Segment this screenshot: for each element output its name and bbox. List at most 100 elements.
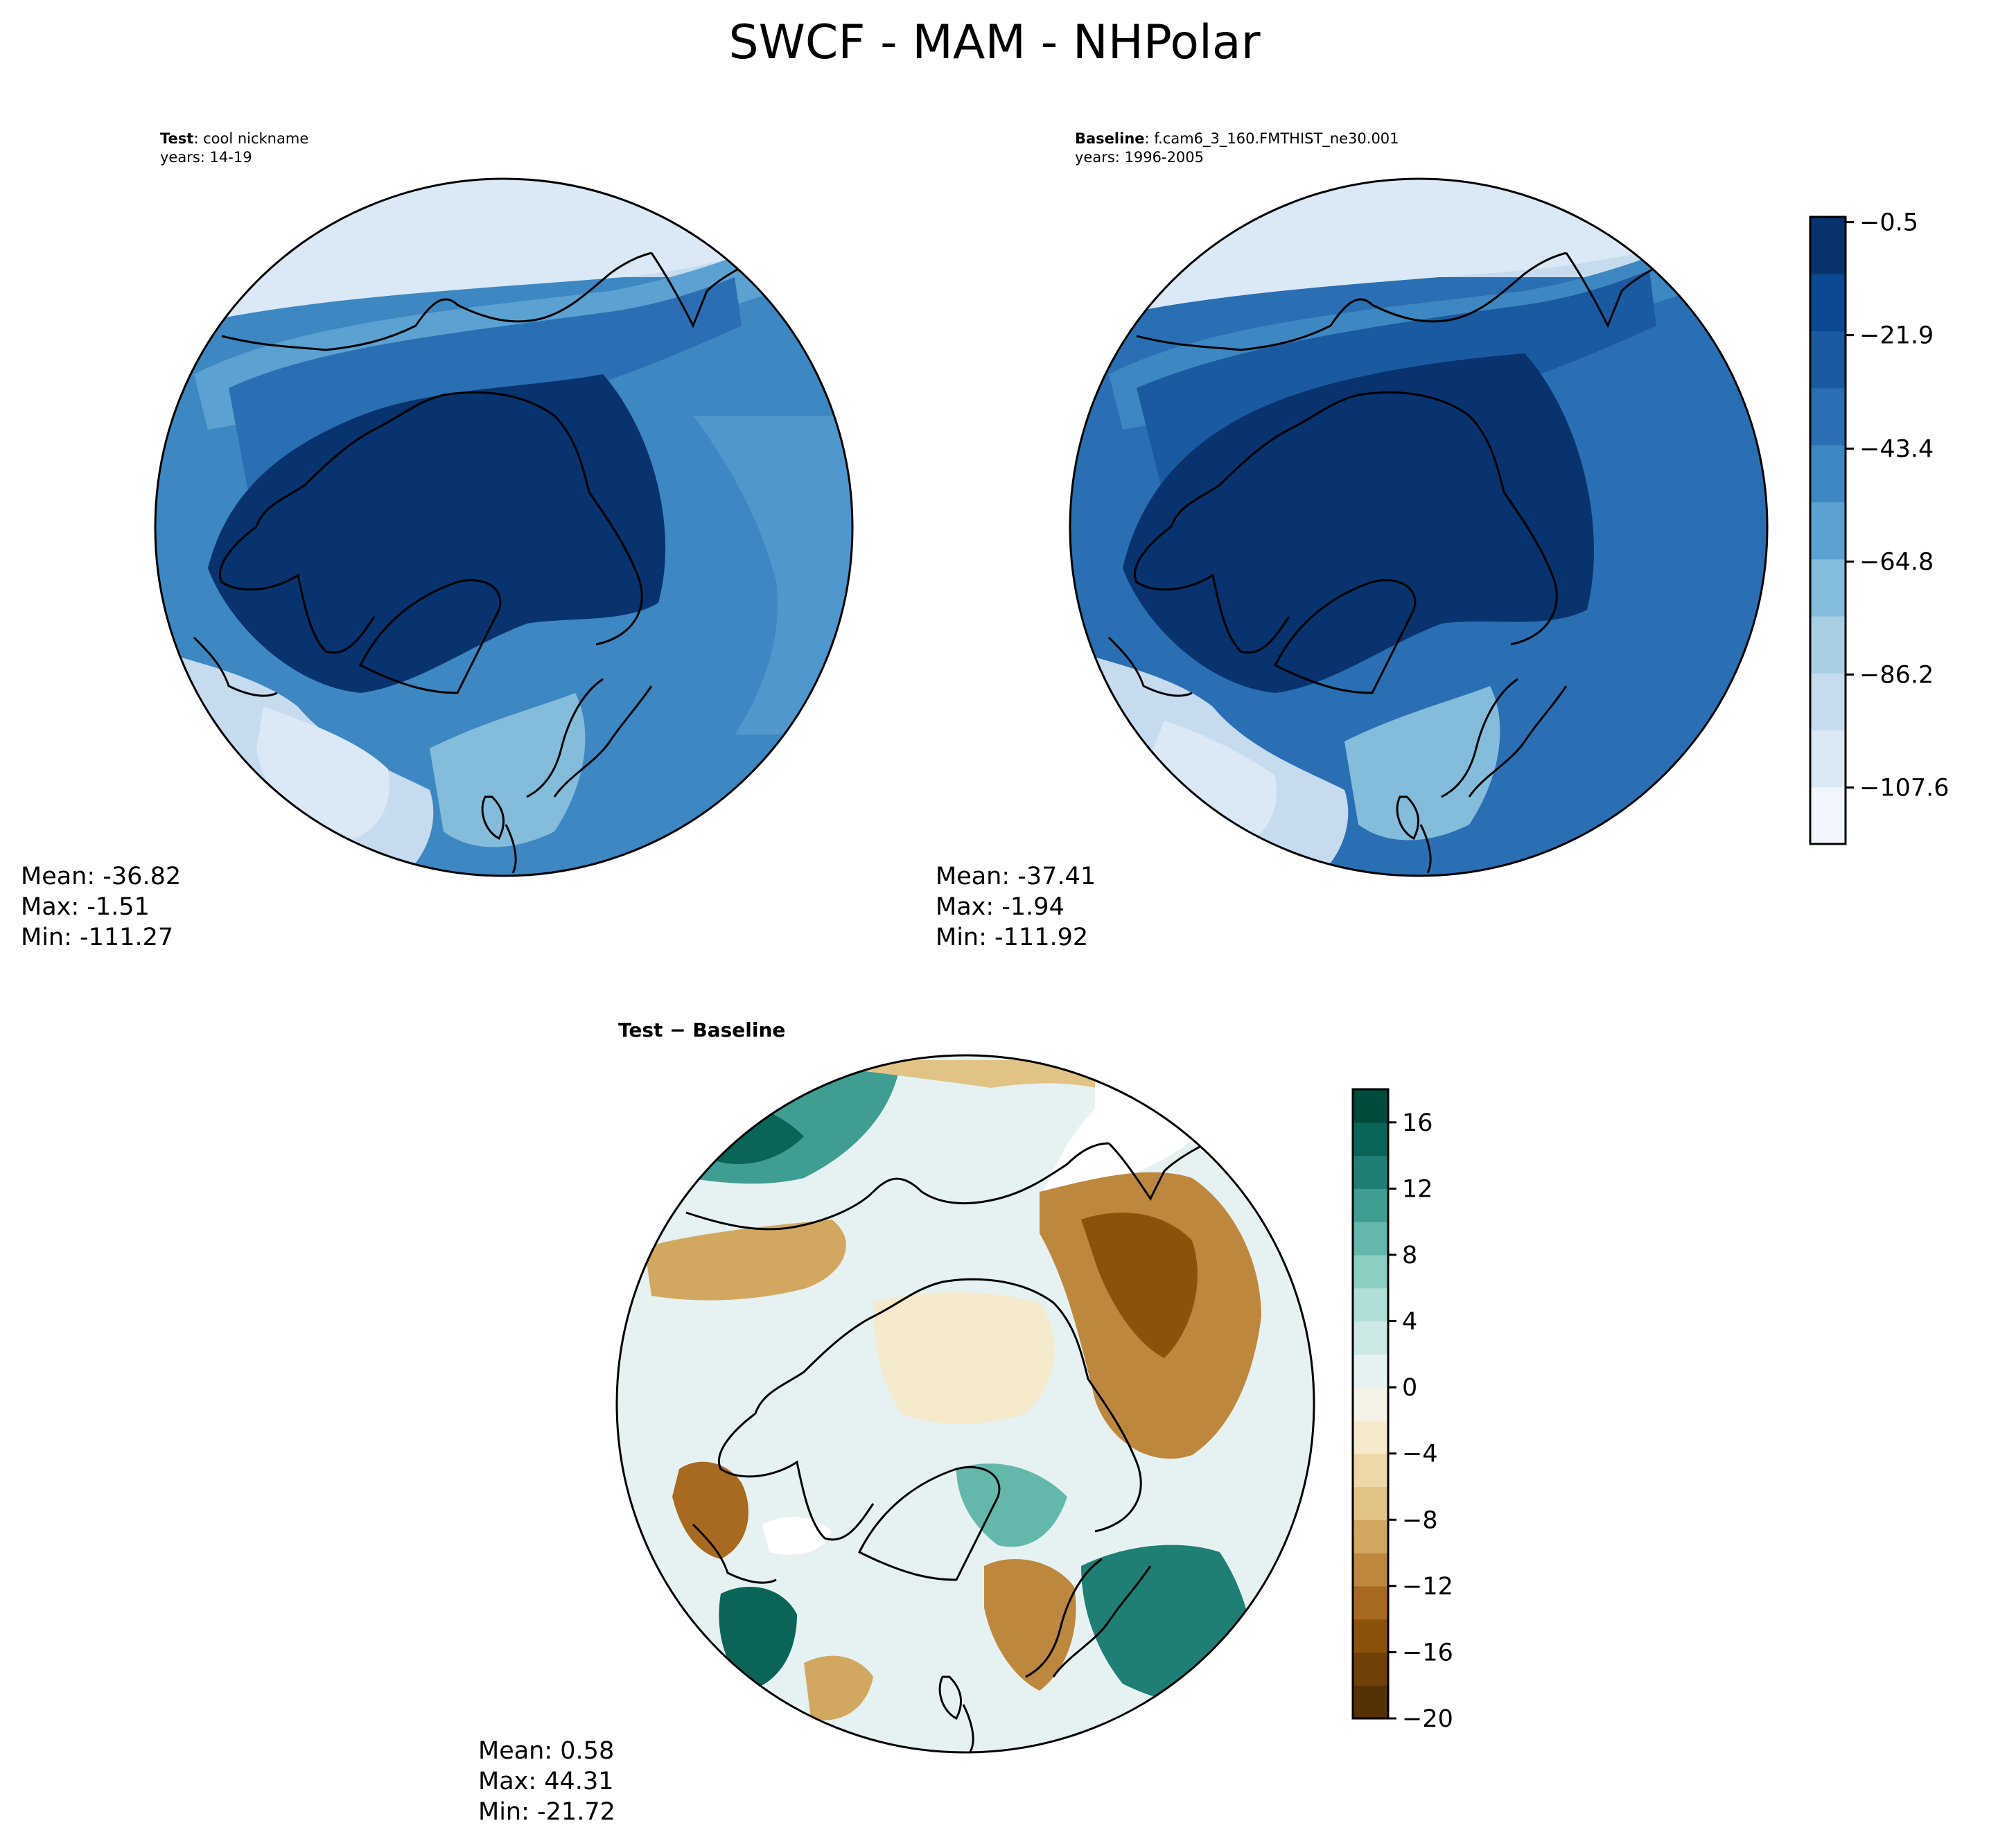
colorbar-diff-tick-label: 12 [1402, 1175, 1433, 1203]
colorbar-main-segment [1810, 786, 1846, 845]
test-coast-canada [255, 391, 643, 646]
colorbar-main-tick-label: −107.6 [1859, 774, 1949, 802]
diff-map [617, 1055, 1314, 1752]
test-europe-band [430, 693, 586, 847]
colorbar-main: −0.5 −21.9 −43.4 −64.8 −86.2 −107.6 [1809, 209, 1949, 845]
test-title: Test: cool nickname [160, 130, 308, 147]
colorbar-diff-segment [1353, 1089, 1388, 1123]
colorbar-main-segment [1810, 331, 1846, 389]
colorbar-diff-segment [1353, 1486, 1388, 1520]
colorbar-diff-tick-label: −4 [1402, 1441, 1438, 1468]
colorbar-main-frame [1809, 215, 1847, 845]
diff-stat-min: Min: -21.72 [478, 1798, 615, 1826]
colorbar-diff-segment [1353, 1420, 1388, 1454]
baseline-stat-min: Min: -111.92 [936, 924, 1088, 951]
colorbar-diff-segment [1353, 1254, 1388, 1289]
colorbar-diff-tick-label: 0 [1402, 1374, 1417, 1402]
test-years: years: 14-19 [160, 149, 252, 166]
test-coast-scandinavia [526, 678, 653, 798]
colorbar-main-segment [1810, 615, 1846, 674]
colorbar-diff-tick-label: −20 [1402, 1705, 1453, 1733]
test-pacific-band [693, 416, 852, 734]
test-stat-min: Min: -111.27 [21, 924, 173, 951]
test-coast-siberia [221, 252, 652, 351]
colorbar-diff-segment [1353, 1685, 1388, 1719]
diff-atlantic-negative [804, 1655, 873, 1721]
diff-map-boundary [615, 1054, 1315, 1754]
baseline-title-case: : f.cam6_3_160.FMTHIST_ne30.001 [1145, 130, 1399, 148]
colorbar-diff-segment [1353, 1453, 1388, 1488]
colorbar-main-tick-label: −43.4 [1859, 435, 1934, 463]
diff-coastlines [685, 1135, 1220, 1752]
colorbar-main-segment [1810, 217, 1846, 274]
diff-atlantic-positive [719, 1587, 797, 1691]
baseline-map-boundary [1069, 177, 1769, 877]
test-coast-hudson [218, 525, 376, 654]
colorbar-diff-segment [1353, 1287, 1388, 1322]
baseline-coast-hudson [1133, 525, 1290, 654]
baseline-coast-greenland [1273, 579, 1417, 694]
colorbar-main-tick-label: −21.9 [1859, 322, 1934, 350]
baseline-coastlines [1107, 252, 1678, 874]
diff-coast-alaska [692, 1523, 777, 1584]
diff-coast-canada [754, 1278, 1142, 1533]
baseline-title: Baseline: f.cam6_3_160.FMTHIST_ne30.001 [1075, 130, 1399, 148]
colorbar-main-segment [1810, 387, 1846, 446]
colorbar-diff-tick-label: 4 [1402, 1308, 1417, 1336]
baseline-map [1070, 179, 1767, 876]
colorbar-diff-segment [1353, 1321, 1388, 1355]
colorbar-diff-tick-label: −8 [1402, 1506, 1438, 1534]
colorbar-diff-segment [1353, 1222, 1388, 1256]
colorbar-main-segment [1810, 502, 1846, 560]
colorbar-diff-segment [1353, 1354, 1388, 1388]
diff-coast-siberia [685, 1142, 1110, 1231]
colorbar-main-segment [1810, 274, 1846, 332]
diff-stat-max: Max: 44.31 [478, 1768, 613, 1795]
test-map-boundary [154, 177, 854, 877]
baseline-coast-siberia [1136, 252, 1567, 351]
diff-top-negative [832, 1060, 1123, 1095]
colorbar-main-tick-label: −64.8 [1859, 548, 1934, 576]
baseline-arctic-core [1123, 353, 1594, 693]
colorbar-diff-tick-label: 8 [1402, 1242, 1417, 1269]
colorbar-diff-segment [1353, 1652, 1388, 1686]
baseline-years: years: 1996-2005 [1075, 149, 1204, 166]
colorbar-diff-tick-label: −12 [1402, 1573, 1453, 1601]
colorbar-diff-tick-label: −16 [1402, 1639, 1453, 1666]
colorbar-diff-segment [1353, 1585, 1388, 1620]
colorbar-diff-frame [1351, 1088, 1390, 1720]
test-title-label: Test [160, 130, 193, 147]
test-coast-greenland [358, 579, 502, 694]
colorbar-main-segment [1810, 445, 1846, 502]
diff-canada-negative [645, 1220, 846, 1301]
diff-coast-scandinavia [1025, 1558, 1152, 1678]
colorbar-diff-segment [1353, 1619, 1388, 1653]
colorbar-diff: 16 12 8 4 0 −4 −8 −12 −16 −20 [1351, 1088, 1453, 1733]
diff-coast-hudson [717, 1412, 875, 1541]
diff-siberia-negative-core [1081, 1213, 1198, 1358]
diff-europe-negative [984, 1559, 1076, 1691]
colorbar-main-segment [1810, 730, 1846, 788]
colorbar-main-tick-label: −86.2 [1859, 661, 1934, 689]
colorbar-diff-segment [1353, 1188, 1388, 1222]
diff-missing-data-2 [762, 1517, 832, 1555]
baseline-stat-mean: Mean: -37.41 [936, 863, 1096, 890]
test-coast-alaska [193, 636, 278, 697]
diff-coast-greenland [857, 1466, 1001, 1581]
baseline-europe-band [1344, 686, 1500, 841]
suptitle: SWCF - MAM - NHPolar [728, 15, 1260, 70]
diff-stat-mean: Mean: 0.58 [478, 1737, 614, 1765]
test-map [155, 179, 852, 876]
test-coastlines [193, 252, 763, 874]
baseline-coast-scandinavia [1441, 678, 1568, 798]
test-coast-britain [481, 795, 517, 874]
baseline-coast-canada [1170, 391, 1558, 646]
colorbar-diff-segment [1353, 1553, 1388, 1587]
diff-arctic-slight-negative [873, 1292, 1055, 1424]
colorbar-main-segment [1810, 673, 1846, 731]
colorbar-diff-segment [1353, 1520, 1388, 1554]
colorbar-diff-segment [1353, 1155, 1388, 1189]
test-stat-max: Max: -1.51 [21, 893, 150, 921]
diff-alaska-negative [672, 1461, 748, 1559]
